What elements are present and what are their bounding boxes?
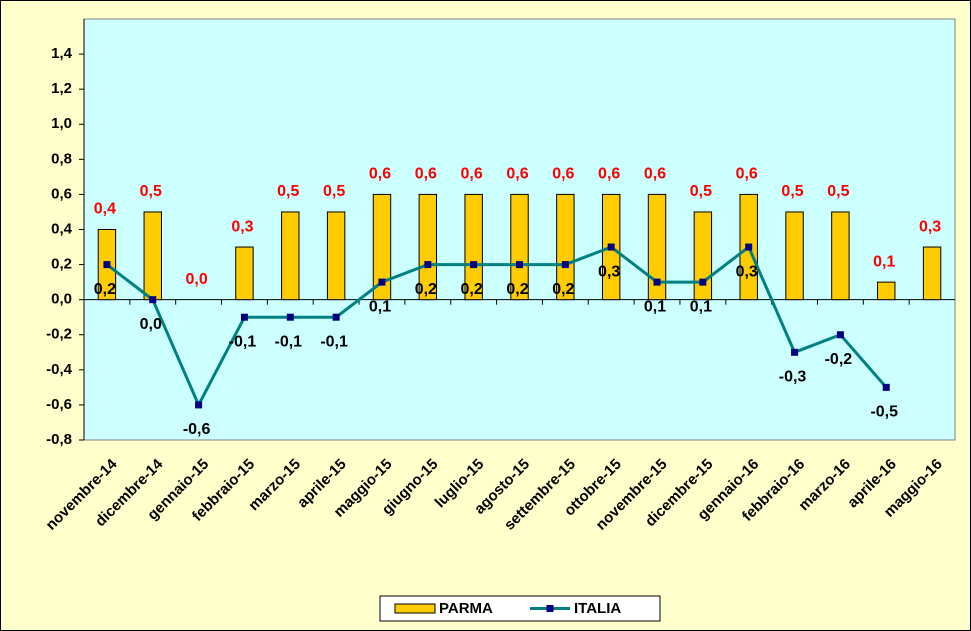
line-value-label: -0,2 bbox=[825, 351, 853, 368]
bar-value-label: 0,6 bbox=[506, 166, 528, 183]
bar-value-label: 0,5 bbox=[827, 183, 849, 200]
legend-swatch bbox=[394, 603, 436, 614]
line-marker bbox=[378, 278, 386, 286]
line-marker bbox=[240, 313, 248, 321]
line-marker bbox=[699, 278, 707, 286]
line-marker bbox=[195, 401, 203, 409]
bar bbox=[372, 193, 392, 301]
bar bbox=[326, 211, 346, 301]
line-value-label: 0,3 bbox=[736, 263, 758, 280]
line-value-label: 0,2 bbox=[94, 281, 116, 298]
bar-value-label: 0,5 bbox=[140, 183, 162, 200]
bar bbox=[922, 246, 942, 301]
y-tick-label: 1,2 bbox=[51, 80, 72, 97]
line-marker bbox=[882, 383, 890, 391]
line-value-label: 0,2 bbox=[415, 281, 437, 298]
bar bbox=[143, 211, 162, 301]
bar bbox=[235, 246, 254, 301]
bar-value-label: 0,6 bbox=[461, 166, 483, 183]
line-value-label: -0,1 bbox=[229, 333, 257, 350]
bar-value-label: 0,0 bbox=[185, 271, 207, 288]
bar-value-label: 0,5 bbox=[323, 183, 345, 200]
line-value-label: 0,0 bbox=[140, 316, 162, 333]
line bbox=[106, 244, 888, 409]
y-tick-label: -0,8 bbox=[46, 431, 72, 448]
y-tick-label: -0,2 bbox=[46, 326, 72, 343]
bar-value-label: 0,6 bbox=[736, 166, 758, 183]
line-marker bbox=[791, 348, 799, 356]
bar bbox=[693, 211, 713, 301]
line-value-label: 0,2 bbox=[461, 281, 483, 298]
y-tick-label: 0,0 bbox=[51, 291, 72, 308]
bar-value-label: 0,1 bbox=[873, 253, 895, 270]
line-value-label: 0,1 bbox=[644, 298, 666, 315]
legend-label: PARMA bbox=[439, 600, 493, 617]
line-value-label: -0,1 bbox=[275, 333, 303, 350]
y-tick-label: 0,2 bbox=[51, 256, 72, 273]
bar bbox=[647, 193, 667, 301]
line-marker bbox=[149, 296, 157, 304]
line-marker bbox=[332, 313, 340, 321]
bar-value-label: 0,3 bbox=[231, 218, 253, 235]
y-tick-label: -0,4 bbox=[46, 361, 73, 378]
line-value-label: 0,2 bbox=[552, 281, 574, 298]
bar bbox=[464, 193, 483, 301]
bar bbox=[877, 281, 896, 301]
y-tick-label: 0,6 bbox=[51, 185, 72, 202]
bar bbox=[418, 193, 438, 301]
line-marker bbox=[653, 278, 661, 286]
line-value-label: -0,3 bbox=[779, 369, 807, 386]
bar-value-label: 0,4 bbox=[94, 201, 116, 218]
bar-value-label: 0,5 bbox=[781, 183, 803, 200]
bar-value-label: 0,6 bbox=[644, 166, 666, 183]
line-value-label: -0,5 bbox=[870, 404, 898, 421]
bar-value-label: 0,3 bbox=[919, 218, 941, 235]
line-marker bbox=[286, 313, 294, 321]
bar-value-label: 0,6 bbox=[552, 166, 574, 183]
line-value-label: 0,1 bbox=[690, 298, 712, 315]
bar-value-label: 0,6 bbox=[598, 166, 620, 183]
legend-marker bbox=[546, 605, 554, 612]
line-marker bbox=[516, 261, 523, 269]
y-tick-label: 1,0 bbox=[51, 115, 72, 132]
line-marker bbox=[836, 331, 844, 339]
y-tick-label: 0,8 bbox=[51, 150, 72, 167]
bar bbox=[785, 211, 804, 301]
y-tick-label: -0,6 bbox=[46, 396, 72, 413]
bar bbox=[510, 193, 529, 301]
bar-value-label: 0,6 bbox=[415, 166, 437, 183]
bar bbox=[831, 211, 850, 301]
y-tick-label: 1,4 bbox=[51, 45, 73, 62]
line-marker bbox=[607, 243, 615, 251]
bar-value-label: 0,5 bbox=[690, 183, 712, 200]
line-marker bbox=[470, 261, 478, 269]
line-value-label: 0,2 bbox=[506, 281, 528, 298]
line-value-label: -0,6 bbox=[183, 421, 211, 438]
line-value-label: 0,3 bbox=[598, 263, 620, 280]
line-value-label: 0,1 bbox=[369, 298, 391, 315]
line-marker bbox=[745, 243, 753, 251]
y-tick-label: 0,4 bbox=[51, 220, 73, 237]
line-marker bbox=[561, 261, 569, 269]
bar bbox=[281, 211, 300, 301]
bar-value-label: 0,5 bbox=[277, 183, 299, 200]
bar bbox=[556, 193, 575, 301]
bar-value-label: 0,6 bbox=[369, 166, 391, 183]
line-marker bbox=[424, 261, 432, 269]
line-marker bbox=[103, 261, 111, 269]
line-value-label: -0,1 bbox=[320, 333, 348, 350]
legend-label: ITALIA bbox=[574, 600, 621, 617]
